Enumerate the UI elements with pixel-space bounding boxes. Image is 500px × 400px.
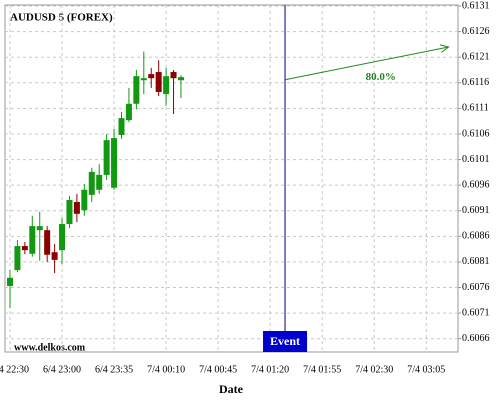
candle-body [51, 252, 58, 260]
y-tick-label: 0.6131 [462, 0, 490, 11]
candle-body [44, 230, 51, 255]
x-axis-label: Date [219, 382, 244, 396]
plot-frame [4, 4, 459, 353]
x-tick-label: 7/4 22:30 [0, 364, 29, 375]
candle-body [163, 76, 170, 95]
y-tick-label: 0.6126 [462, 26, 490, 37]
y-tick-label: 0.6106 [462, 128, 490, 139]
candle-body [111, 138, 118, 188]
candle-body [148, 74, 155, 79]
candle-body [125, 103, 132, 121]
x-tick-label: 7/4 01:20 [251, 364, 289, 375]
y-tick-label: 0.6111 [462, 103, 489, 114]
y-tick-label: 0.6066 [462, 333, 490, 344]
x-tick-label: 7/4 03:05 [407, 364, 445, 375]
x-tick-label: 7/4 00:45 [199, 364, 237, 375]
x-tick-label: 7/4 00:10 [147, 364, 185, 375]
y-tick-label: 0.6081 [462, 256, 490, 267]
arrow-head [439, 44, 450, 53]
candle-body [7, 277, 13, 286]
candle-body [66, 199, 73, 225]
event-label: Event [270, 334, 300, 348]
x-tick-label: 7/4 02:30 [355, 364, 393, 375]
event-box [263, 331, 308, 352]
candle-body [96, 174, 103, 190]
y-tick-label: 0.6116 [462, 77, 489, 88]
y-tick-label: 0.6096 [462, 179, 490, 190]
arrow-label: 80.0% [366, 71, 396, 83]
candle-body [118, 118, 125, 135]
candle-body [36, 226, 43, 231]
candle-body [21, 246, 28, 251]
arrow-line [284, 46, 449, 81]
x-tick-label: 6/4 23:35 [95, 364, 133, 375]
x-tick-label: 7/4 01:55 [303, 364, 341, 375]
y-tick-label: 0.6091 [462, 205, 490, 216]
chart-title: AUDUSD 5 (FOREX) [10, 12, 113, 24]
candle-body [177, 77, 184, 81]
candle-body [73, 202, 80, 214]
y-tick-label: 0.6071 [462, 307, 490, 318]
y-tick-label: 0.6086 [462, 231, 490, 242]
candle-body [88, 171, 95, 195]
candle-body [59, 224, 66, 251]
candle-body [133, 76, 140, 104]
y-tick-label: 0.6076 [462, 282, 490, 293]
y-tick-label: 0.6121 [462, 52, 490, 63]
candle-body [140, 78, 147, 81]
candle-body [170, 72, 177, 79]
candle-body [29, 226, 36, 254]
candle-body [155, 72, 162, 93]
candle-body [103, 140, 110, 175]
watermark: www.delkos.com [14, 342, 86, 353]
y-tick-label: 0.6101 [462, 154, 490, 165]
candle-body [14, 246, 21, 271]
x-tick-label: 6/4 23:00 [43, 364, 81, 375]
candle-body [81, 189, 88, 211]
